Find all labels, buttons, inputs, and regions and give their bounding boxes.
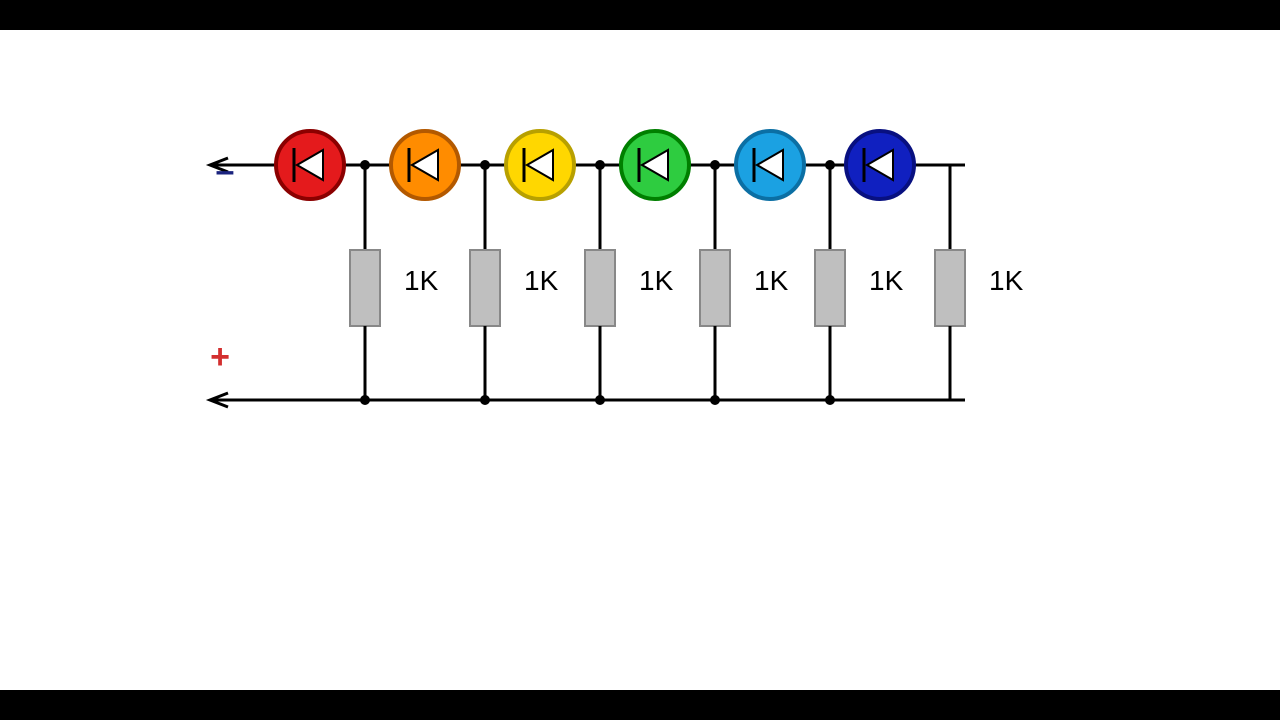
letterbox-bottom [0,690,1280,720]
resistor-label: 1K [639,265,674,296]
resistor-label: 1K [754,265,789,296]
junction-node [595,160,605,170]
minus-terminal-label: – [216,152,235,190]
junction-node [360,395,370,405]
resistor-label: 1K [989,265,1024,296]
resistor-label: 1K [404,265,439,296]
circuit-diagram: – +1K 1K 1K 1K 1K 1K [0,30,1280,690]
plus-terminal-label: + [210,338,230,376]
resistor [350,250,380,326]
junction-node [480,160,490,170]
junction-node [710,395,720,405]
junction-node [595,395,605,405]
resistor [700,250,730,326]
junction-node [480,395,490,405]
resistor [935,250,965,326]
diagram-stage: – +1K 1K 1K 1K 1K 1K [0,30,1280,690]
letterbox-top [0,0,1280,30]
junction-node [825,395,835,405]
junction-node [360,160,370,170]
resistor-label: 1K [869,265,904,296]
resistor [815,250,845,326]
junction-node [825,160,835,170]
junction-node [710,160,720,170]
resistor-label: 1K [524,265,559,296]
resistor [470,250,500,326]
resistor [585,250,615,326]
